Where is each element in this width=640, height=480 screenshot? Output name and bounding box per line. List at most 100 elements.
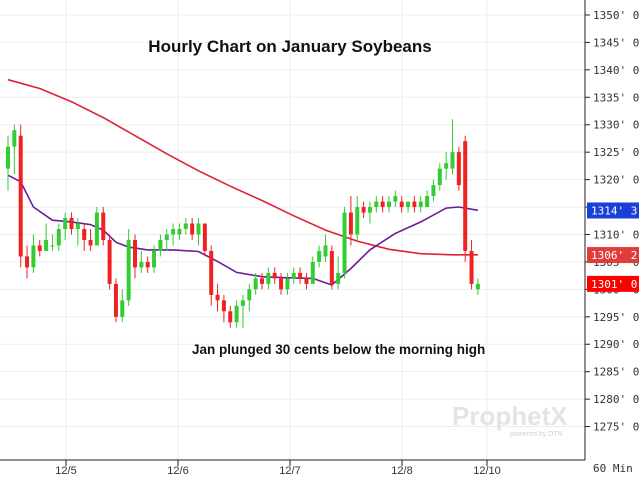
candle-up	[291, 267, 296, 284]
candle-up	[475, 278, 480, 295]
candle-body	[31, 245, 36, 268]
candle-up	[253, 272, 258, 295]
candle-body	[196, 223, 201, 235]
candle-up	[50, 234, 55, 251]
price-badge-box	[587, 202, 639, 219]
candlesticks	[6, 119, 480, 328]
candle-body	[145, 261, 150, 268]
candle-up	[431, 179, 436, 202]
candle-down	[228, 305, 233, 328]
candle-up	[240, 294, 245, 328]
candle-up	[367, 201, 372, 224]
candle-body	[260, 278, 264, 284]
candle-up	[63, 212, 68, 240]
candle-body	[177, 229, 182, 235]
candle-body	[253, 278, 258, 290]
candle-body	[202, 223, 207, 251]
candle-down	[380, 196, 385, 213]
candle-up	[266, 267, 271, 290]
candle-down	[69, 212, 74, 235]
candle-body	[367, 207, 372, 213]
candle-body	[374, 201, 379, 208]
candle-down	[18, 124, 23, 268]
y-tick-label: 1340' 0	[593, 64, 639, 77]
watermark-brand: ProphetX	[452, 401, 568, 431]
candle-up	[234, 300, 239, 328]
candle-body	[37, 245, 42, 251]
y-tick-label: 1285' 0	[593, 366, 639, 379]
candle-down	[202, 223, 207, 257]
candle-body	[355, 207, 360, 235]
candle-body	[469, 250, 474, 284]
candle-down	[469, 239, 474, 290]
candle-up	[336, 256, 341, 290]
prophetx-watermark: ProphetX powered by DTN	[452, 401, 568, 438]
candle-body	[380, 201, 385, 208]
interval-label[interactable]: 60 Min	[593, 462, 633, 475]
candle-body	[412, 201, 417, 208]
candle-up	[374, 196, 379, 213]
candle-body	[329, 250, 334, 284]
candle-body	[463, 141, 468, 251]
price-badge-box	[587, 247, 639, 264]
candle-down	[215, 283, 220, 312]
candle-up	[285, 272, 290, 295]
candle-down	[133, 234, 137, 279]
candle-body	[406, 201, 411, 208]
y-tick-label: 1290' 0	[593, 338, 639, 351]
candle-body	[190, 223, 195, 235]
candle-down	[88, 229, 93, 251]
candle-body	[56, 229, 61, 246]
candle-up	[323, 234, 328, 262]
candle-body	[425, 196, 430, 208]
candle-body	[126, 239, 131, 301]
candle-body	[475, 283, 480, 290]
candle-up	[171, 223, 176, 246]
candle-up	[393, 190, 398, 208]
candle-up	[139, 250, 144, 273]
y-tick-label: 1345' 0	[593, 36, 639, 49]
candle-body	[437, 168, 442, 186]
x-tick-label: 12/7	[279, 465, 300, 477]
candle-body	[82, 229, 87, 240]
candle-body	[393, 196, 398, 202]
candle-body	[342, 212, 347, 273]
candle-down	[113, 278, 118, 323]
candle-body	[101, 212, 106, 240]
candle-body	[247, 289, 252, 301]
candle-body	[323, 245, 328, 257]
candle-body	[75, 223, 80, 229]
candle-up	[75, 218, 80, 246]
candle-body	[444, 163, 449, 169]
watermark-sub: powered by DTN	[510, 431, 563, 438]
candle-up	[120, 289, 125, 323]
candle-up	[126, 229, 131, 306]
candle-down	[348, 196, 353, 246]
candle-down	[190, 218, 195, 240]
candle-down	[304, 272, 309, 290]
candle-up	[437, 163, 442, 191]
candle-body	[418, 201, 423, 208]
candle-up	[12, 124, 17, 175]
candle-body	[209, 250, 214, 295]
price-badge-label: 1306' 2	[591, 249, 637, 262]
price-badges: 1314' 3 1306' 2 1301' 0	[587, 202, 639, 292]
candle-down	[260, 272, 264, 290]
y-tick-label: 1350' 0	[593, 9, 639, 22]
y-tick-label: 1335' 0	[593, 91, 639, 104]
candle-up	[6, 135, 10, 191]
candle-body	[152, 250, 157, 268]
candle-body	[336, 272, 341, 284]
candle-body	[171, 229, 176, 235]
candle-up	[56, 223, 61, 251]
candle-up	[444, 152, 449, 180]
candle-body	[266, 272, 271, 284]
plot-area	[0, 0, 585, 460]
candle-body	[44, 239, 49, 251]
y-tick-labels: 1350' 0 1345' 0 1340' 0 1335' 0 1330' 0 1325'…	[585, 9, 639, 434]
candle-body	[113, 283, 118, 317]
candle-up	[183, 218, 188, 235]
price-badge-label: 1301' 0	[591, 278, 637, 291]
